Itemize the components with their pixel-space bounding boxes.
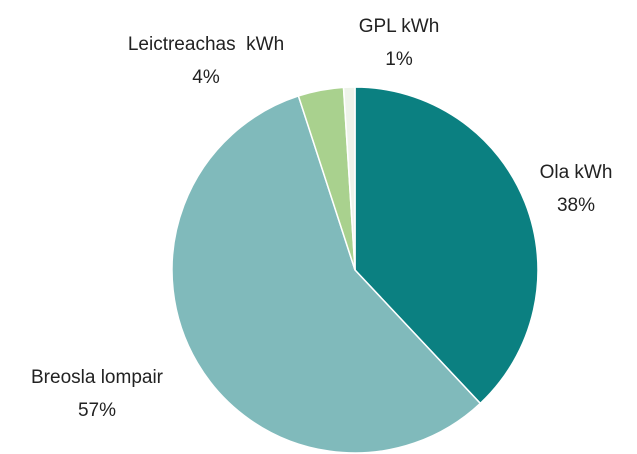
slice-label: Leictreachas kWh xyxy=(128,34,284,55)
slice-value-label: 38% xyxy=(557,195,595,216)
pie-slice xyxy=(171,95,482,454)
slice-value-label: 4% xyxy=(192,67,220,88)
slice-value-label: 57% xyxy=(78,400,116,421)
pie-slice xyxy=(342,86,356,271)
slice-label: GPL kWh xyxy=(359,16,440,37)
pie-slice xyxy=(354,86,539,405)
slice-label: Ola kWh xyxy=(540,162,613,183)
slice-label: Breosla lompair xyxy=(31,367,164,388)
slice-value-label: 1% xyxy=(385,49,413,70)
